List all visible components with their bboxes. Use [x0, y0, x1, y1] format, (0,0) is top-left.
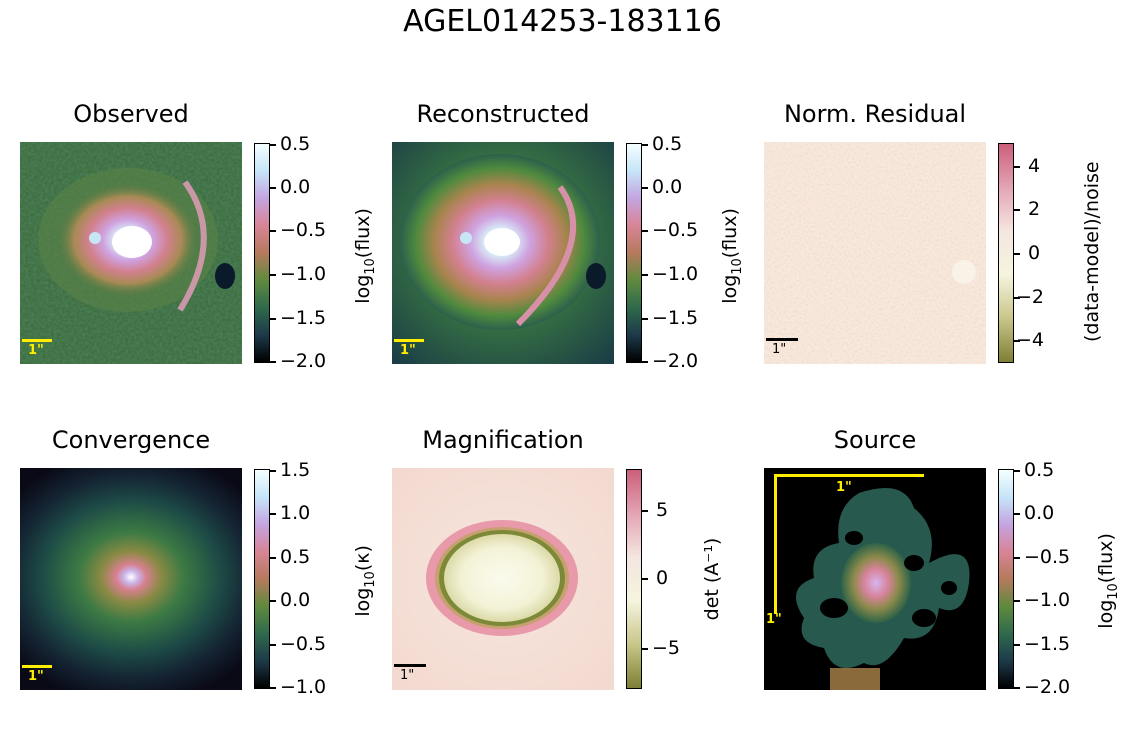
tick-label: 0.5 [280, 133, 311, 155]
scale-bar [766, 338, 798, 341]
tick-label: 1.5 [280, 459, 311, 481]
tick-label: −0.5 [1024, 546, 1071, 568]
tick-label: 1.0 [280, 502, 311, 524]
source-image: 1" 1" [764, 468, 986, 690]
source-colorbar [998, 469, 1014, 689]
magnification-image: 1" [392, 468, 614, 690]
tick-label: 4 [1028, 155, 1041, 177]
panel-title-magnification: Magnification [422, 426, 584, 454]
tick-label: −2.0 [280, 350, 327, 372]
tick-label: 0.0 [652, 176, 683, 198]
convergence-image: 1" [20, 468, 242, 690]
scale-bar-vertical [774, 474, 777, 614]
tick-label: −1.5 [1024, 633, 1071, 655]
tick-label: 0.0 [280, 176, 311, 198]
residual-colorbar [998, 143, 1014, 363]
reconstructed-colorbar-label: log10(flux) [719, 208, 745, 304]
figure-title: AGEL014253-183116 [403, 4, 722, 39]
tick-label: 2 [1028, 198, 1041, 220]
tick-label: 0.5 [652, 133, 683, 155]
tick-label: −0.5 [652, 219, 699, 241]
residual-image: 1" [764, 142, 986, 364]
scale-bar-label: 1" [28, 343, 44, 358]
tick-label: 0.5 [1024, 459, 1055, 481]
residual-colorbar-label: (data-model)/noise [1081, 161, 1103, 342]
tick-label: −1.5 [652, 307, 699, 329]
reconstructed-image: 1" [392, 142, 614, 364]
tick-label: −0.5 [280, 219, 327, 241]
magnification-colorbar [626, 469, 642, 689]
tick-label: 0.5 [280, 546, 311, 568]
tick-label: −2.0 [652, 350, 699, 372]
source-colorbar-label: log10(flux) [1095, 533, 1121, 629]
scale-bar-label-y: 1" [766, 612, 782, 627]
tick-label: −0.5 [280, 633, 327, 655]
tick-label: 0 [1028, 242, 1041, 264]
tick-label: 0.0 [1024, 502, 1055, 524]
observed-colorbar-label: log10(flux) [352, 208, 378, 304]
tick-label: −1.0 [1024, 589, 1071, 611]
tick-label: −1.5 [280, 307, 327, 329]
tick-label: 5 [656, 499, 669, 521]
tick-label: −1.0 [280, 263, 327, 285]
tick-label: −2.0 [1024, 676, 1071, 698]
tick-label: 0.0 [280, 589, 311, 611]
magnification-colorbar-label: det (A⁻¹) [701, 537, 723, 621]
scale-bar-label-x: 1" [836, 480, 852, 495]
observed-image: 1" [20, 142, 242, 364]
tick-label: 0 [656, 567, 669, 589]
panel-title-source: Source [833, 426, 917, 454]
reconstructed-colorbar [626, 143, 642, 363]
tick-label: −1.0 [652, 263, 699, 285]
scale-bar-label: 1" [400, 343, 416, 358]
scale-bar-horizontal [774, 474, 924, 477]
scale-bar-label: 1" [772, 342, 787, 357]
panel-title-reconstructed: Reconstructed [416, 100, 590, 128]
tick-label: −4 [1016, 329, 1045, 351]
panel-title-observed: Observed [73, 100, 189, 128]
tick-label: −5 [652, 637, 681, 659]
tick-label: −2 [1016, 286, 1045, 308]
scale-bar [394, 664, 426, 667]
scale-bar-label: 1" [28, 669, 44, 684]
tick-label: −1.0 [280, 676, 327, 698]
scale-bar [394, 339, 424, 342]
observed-colorbar [254, 143, 270, 363]
convergence-colorbar-label: log10(κ) [352, 545, 378, 617]
panel-title-residual: Norm. Residual [783, 100, 967, 128]
convergence-colorbar [254, 469, 270, 689]
scale-bar [22, 339, 52, 342]
scale-bar [22, 665, 52, 668]
panel-title-convergence: Convergence [51, 426, 211, 454]
scale-bar-label: 1" [400, 668, 415, 683]
